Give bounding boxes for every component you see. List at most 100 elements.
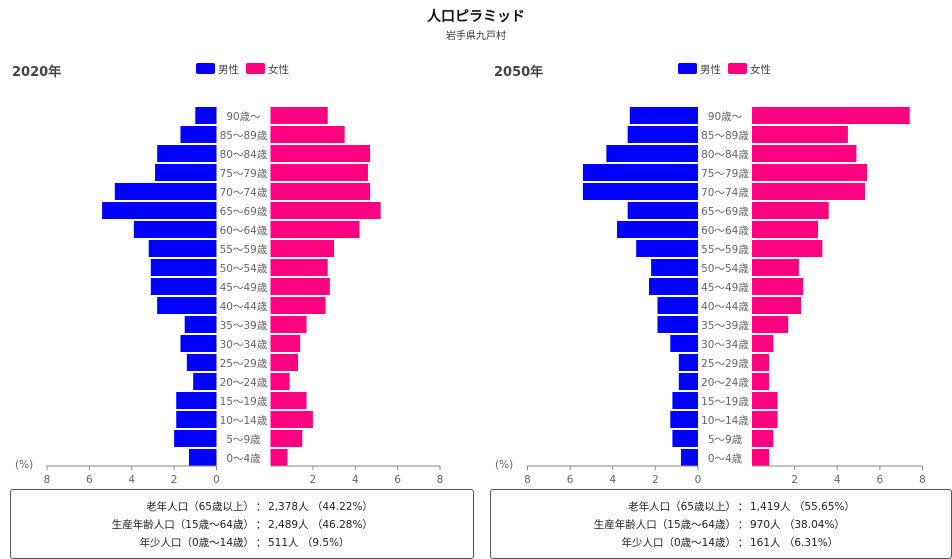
summary-label: 年少人口（0歳～14歳） [139,537,254,549]
bar-male [627,202,698,219]
bar-female [752,297,802,314]
bar-female [752,145,857,162]
x-tick-label: 8 [44,474,51,486]
age-label: 35～39歳 [701,320,749,332]
age-label: 20～24歳 [220,377,268,389]
x-tick-label: 6 [877,474,884,486]
legend-swatch-male [196,63,215,74]
bar-male [672,392,698,409]
bar-female [270,221,360,238]
summary-value: 970人 （38.04%） [750,519,845,531]
age-label: 10～14歳 [220,415,268,427]
bar-male [582,164,698,181]
bar-male [102,202,217,219]
x-tick-label: 4 [834,474,841,486]
summary-value: 161人 （6.31%） [750,537,839,549]
bar-female [270,145,371,162]
bar-male [195,107,217,124]
x-tick-label: 6 [567,474,574,486]
bar-male [651,259,698,276]
summary-row-elderly: 老年人口（65歳以上）： 1,419人 （55.65%） [491,498,951,516]
summary-label: 生産年齢人口（15歳～64歳） [593,519,736,531]
legend-swatch-female [728,63,747,74]
age-label: 90歳～ [708,111,743,123]
bar-female [270,354,299,371]
summary-label: 年少人口（0歳～14歳） [621,537,736,549]
bar-male [606,145,698,162]
bar-male [672,430,698,447]
bar-female [752,392,778,409]
bar-female [270,316,307,333]
x-tick-label: 8 [919,474,926,486]
page-title: 人口ピラミッド [427,9,525,25]
bar-male [180,126,217,143]
page-subtitle: 岩手県九戸村 [446,31,506,42]
bar-male [148,240,217,257]
age-label: 15～19歳 [701,396,749,408]
bar-male [155,164,217,181]
panel-title: 2020年 [12,64,61,80]
bar-female [752,164,868,181]
age-label: 85～89歳 [220,130,268,142]
x-tick-label: 0 [213,474,220,486]
legend-swatch-female [246,63,265,74]
axis-unit-label: (%) [495,459,513,471]
x-tick-label: 8 [437,474,444,486]
age-label: 80～84歳 [701,149,749,161]
summary-value: 511人 （9.5%） [268,537,350,549]
bar-male [627,126,698,143]
age-label: 0～4歳 [226,453,261,465]
legend-label-male: 男性 [700,63,721,76]
bar-female [752,316,789,333]
summary-box-2020: 老年人口（65歳以上）： 2,378人 （44.22%） 生産年齢人口（15歳～6… [10,489,474,559]
legend-label-female: 女性 [750,63,771,76]
summary-label: 老年人口（65歳以上） [628,501,736,513]
x-tick-label: 0 [695,474,702,486]
summary-row-working: 生産年齢人口（15歳～64歳）： 970人 （38.04%） [491,516,951,534]
age-label: 65～69歳 [220,206,268,218]
age-label: 10～14歳 [701,415,749,427]
bar-male [670,411,698,428]
legend-label-female: 女性 [268,63,289,76]
age-label: 80～84歳 [220,149,268,161]
bar-male [180,335,217,352]
bar-female [752,411,778,428]
bar-male [186,354,217,371]
bar-male [184,316,217,333]
bar-male [582,183,698,200]
age-label: 65～69歳 [701,206,749,218]
legend-swatch-male [678,63,697,74]
bar-male [617,221,698,238]
bar-male [150,278,217,295]
bar-female [270,183,371,200]
bar-male [133,221,217,238]
age-label: 45～49歳 [701,282,749,294]
x-tick-label: 4 [609,474,616,486]
age-label: 75～79歳 [701,168,749,180]
age-label: 55～59歳 [220,244,268,256]
bar-female [270,297,326,314]
bar-male [629,107,698,124]
bar-male [670,335,698,352]
bar-female [752,430,774,447]
age-label: 45～49歳 [220,282,268,294]
age-label: 30～34歳 [220,339,268,351]
bar-female [752,335,774,352]
x-tick-label: 2 [171,474,178,486]
bar-male [680,449,698,466]
summary-value: 2,378人 （44.22%） [268,501,373,513]
bar-female [752,278,804,295]
age-label: 35～39歳 [220,320,268,332]
panel-title: 2050年 [494,64,543,80]
bar-female [752,183,865,200]
bar-female [752,449,770,466]
bar-female [752,107,910,124]
summary-row-youth: 年少人口（0歳～14歳）： 511人 （9.5%） [11,534,473,552]
age-label: 40～44歳 [701,301,749,313]
age-label: 85～89歳 [701,130,749,142]
bar-female [752,354,770,371]
age-label: 70～74歳 [220,187,268,199]
age-label: 50～54歳 [220,263,268,275]
age-label: 75～79歳 [220,168,268,180]
age-label: 60～64歳 [220,225,268,237]
